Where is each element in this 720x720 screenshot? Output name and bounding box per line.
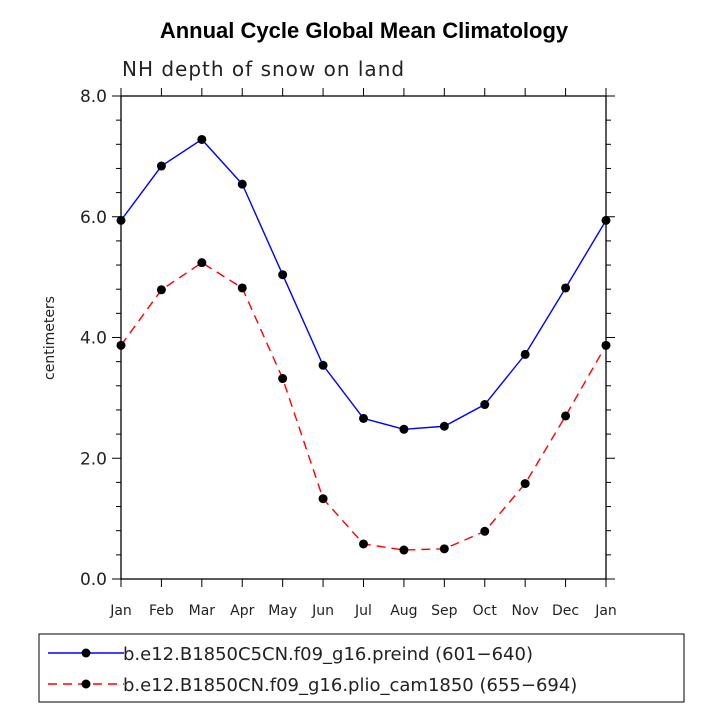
series-1-point <box>439 421 449 431</box>
series-1-point <box>480 400 490 410</box>
legend-box <box>38 633 685 703</box>
x-tick-label: Jun <box>311 603 334 619</box>
series-1-point <box>601 215 611 225</box>
x-tick-label: May <box>268 603 297 619</box>
x-tick-label: Oct <box>473 603 498 619</box>
series-2-point <box>601 340 611 350</box>
series-1-point <box>561 283 571 293</box>
series-1-point <box>237 179 247 189</box>
series-2-point <box>197 258 207 268</box>
series-2-point <box>278 374 288 384</box>
series-1-point <box>520 349 530 359</box>
chart-title: Annual Cycle Global Mean Climatology <box>160 18 569 43</box>
y-tick-label: 4.0 <box>80 329 107 349</box>
y-tick-label: 0.0 <box>80 570 107 590</box>
series-line-2 <box>120 261 607 551</box>
plot-frame <box>120 95 607 580</box>
x-tick-label: Jul <box>354 603 372 619</box>
series-2-point <box>156 285 166 295</box>
series-2-point <box>520 479 530 489</box>
x-tick-label: Jan <box>594 603 617 619</box>
series-2-point <box>359 539 368 549</box>
legend-label-2: b.e12.B1850CN.f09_g16.plio_cam1850 (655−… <box>123 675 577 696</box>
series-1-point <box>156 161 166 171</box>
y-tick-label: 6.0 <box>80 208 107 228</box>
series-2-point <box>399 545 409 555</box>
x-tick-label: Apr <box>230 603 254 619</box>
series-2-point <box>480 526 490 536</box>
series-2-point <box>318 494 328 504</box>
series-1-point <box>399 424 409 434</box>
y-tick-label: 8.0 <box>80 87 107 107</box>
y-tick-label: 2.0 <box>80 449 107 469</box>
x-tick-label: Jan <box>109 603 132 619</box>
x-tick-label: Dec <box>552 603 579 619</box>
y-axis-label: centimeters <box>42 296 58 380</box>
series-2-point <box>116 340 126 350</box>
x-tick-label: Mar <box>189 603 216 619</box>
legend-marker-1 <box>81 648 91 658</box>
series-1-point <box>197 134 207 144</box>
series-1-point <box>318 360 328 370</box>
legend: b.e12.B1850C5CN.f09_g16.preind (601−640)… <box>38 633 685 703</box>
series-2-point <box>439 544 449 554</box>
series-1-point <box>278 270 288 280</box>
series-1-point <box>359 413 368 423</box>
legend-marker-2 <box>81 679 91 689</box>
series-2-point <box>561 411 571 421</box>
x-tick-label: Sep <box>431 603 458 619</box>
legend-label-1: b.e12.B1850C5CN.f09_g16.preind (601−640) <box>123 644 533 665</box>
x-tick-label: Feb <box>149 603 174 619</box>
x-tick-label: Nov <box>512 603 539 619</box>
x-tick-label: Aug <box>390 603 417 619</box>
plot-area: 0.0 2.0 4.0 6.0 8.0 Jan Feb Mar Apr May Jun Jul Aug S… <box>80 87 617 619</box>
chart-subtitle: NH depth of snow on land <box>122 57 405 81</box>
series-1-point <box>116 215 126 225</box>
series-2-point <box>237 283 247 293</box>
series-line-1 <box>120 138 607 430</box>
